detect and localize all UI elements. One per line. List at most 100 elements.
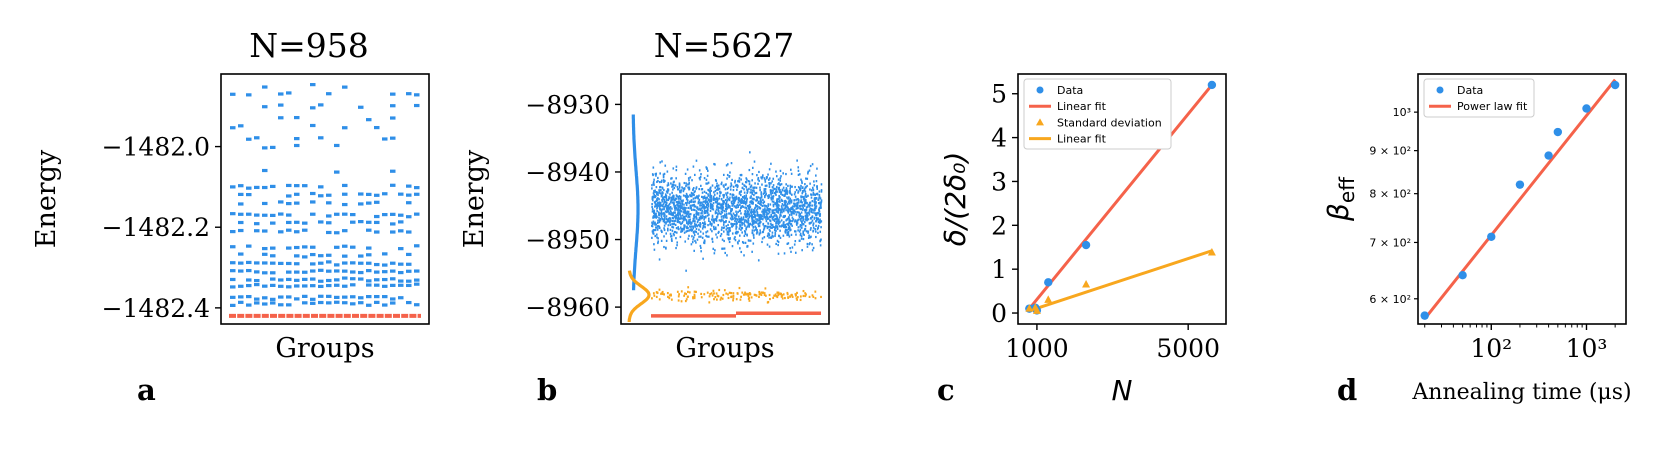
energy-level-mark xyxy=(270,297,276,301)
energy-level-mark xyxy=(390,277,396,281)
data-point xyxy=(1544,151,1553,160)
state-point xyxy=(711,214,714,217)
state-point xyxy=(735,220,738,223)
state-point xyxy=(779,183,781,186)
state-point xyxy=(659,207,661,211)
state-point xyxy=(767,204,770,207)
state-point xyxy=(790,213,793,216)
state-point xyxy=(687,237,690,240)
panel-b-xlabel: Groups xyxy=(675,333,774,364)
state-point xyxy=(684,212,686,215)
state-point xyxy=(673,180,675,183)
energy-level-mark xyxy=(390,136,396,140)
state-point xyxy=(676,194,678,198)
energy-level-mark xyxy=(246,294,252,299)
energy-level-mark xyxy=(310,106,316,110)
state-point xyxy=(748,168,751,172)
state-point xyxy=(796,159,798,162)
state-point xyxy=(712,218,715,221)
state-point xyxy=(651,225,654,228)
state-point xyxy=(690,222,692,226)
state-point xyxy=(720,182,723,186)
state-point xyxy=(760,191,763,194)
state-point xyxy=(744,232,747,236)
energy-level-mark xyxy=(318,279,324,283)
state-point xyxy=(691,235,693,238)
state-point xyxy=(653,215,656,218)
state-point xyxy=(791,206,794,209)
state-point xyxy=(779,214,781,217)
state-point xyxy=(783,215,785,218)
state-point xyxy=(661,217,664,221)
state-point xyxy=(701,195,703,199)
state-point xyxy=(664,210,667,213)
state-point xyxy=(667,189,670,192)
state-point xyxy=(660,189,662,192)
state-point xyxy=(652,216,654,219)
state-point xyxy=(658,216,660,219)
state-point xyxy=(751,218,754,221)
state-point xyxy=(688,229,690,232)
state-point xyxy=(803,188,806,191)
state-point xyxy=(689,218,691,221)
state-point xyxy=(724,188,727,191)
state-point xyxy=(675,169,678,172)
low-state-point xyxy=(789,295,791,298)
energy-level-mark xyxy=(286,213,292,217)
energy-level-mark xyxy=(334,170,340,174)
energy-level-mark xyxy=(286,201,292,206)
energy-level-mark xyxy=(246,186,252,190)
state-point xyxy=(679,197,682,201)
state-point xyxy=(710,203,712,206)
state-point xyxy=(774,192,777,195)
state-point xyxy=(761,240,763,244)
state-point xyxy=(679,202,682,205)
state-point xyxy=(715,233,717,236)
state-point xyxy=(701,211,703,215)
state-point xyxy=(735,222,737,226)
state-point xyxy=(802,219,804,222)
state-point xyxy=(800,217,803,220)
state-point xyxy=(781,199,783,202)
energy-level-mark xyxy=(414,244,420,248)
state-point xyxy=(768,177,771,180)
state-point xyxy=(796,222,799,225)
state-point xyxy=(715,217,718,221)
state-point xyxy=(706,206,709,210)
state-point xyxy=(685,230,688,233)
state-point xyxy=(801,204,804,207)
y-tick-label: 8 × 10² xyxy=(1369,188,1411,201)
state-point xyxy=(745,177,748,180)
state-point xyxy=(718,202,720,205)
state-point xyxy=(706,211,709,214)
state-point xyxy=(810,196,813,199)
energy-level-mark xyxy=(350,212,356,217)
low-state-point xyxy=(663,293,665,296)
state-point xyxy=(685,269,687,272)
low-state-point xyxy=(760,293,763,297)
state-point xyxy=(702,225,705,228)
state-point xyxy=(746,225,749,228)
state-point xyxy=(738,215,740,218)
state-point xyxy=(720,215,723,218)
state-point xyxy=(765,209,768,212)
state-point xyxy=(685,211,687,214)
low-state-point xyxy=(762,291,765,294)
state-point xyxy=(776,220,778,223)
state-point xyxy=(714,249,716,252)
state-point xyxy=(796,211,799,214)
low-state-point xyxy=(764,287,767,290)
state-point xyxy=(688,213,691,216)
low-state-point xyxy=(799,295,802,298)
state-point xyxy=(654,173,657,176)
state-point xyxy=(759,202,761,205)
state-point xyxy=(763,177,766,180)
state-point xyxy=(655,185,658,189)
state-point xyxy=(772,225,775,229)
state-point xyxy=(698,216,701,219)
low-state-point xyxy=(732,299,734,302)
state-point xyxy=(803,203,805,206)
state-point xyxy=(695,210,698,213)
energy-level-mark xyxy=(350,261,356,265)
energy-level-mark xyxy=(302,245,308,249)
